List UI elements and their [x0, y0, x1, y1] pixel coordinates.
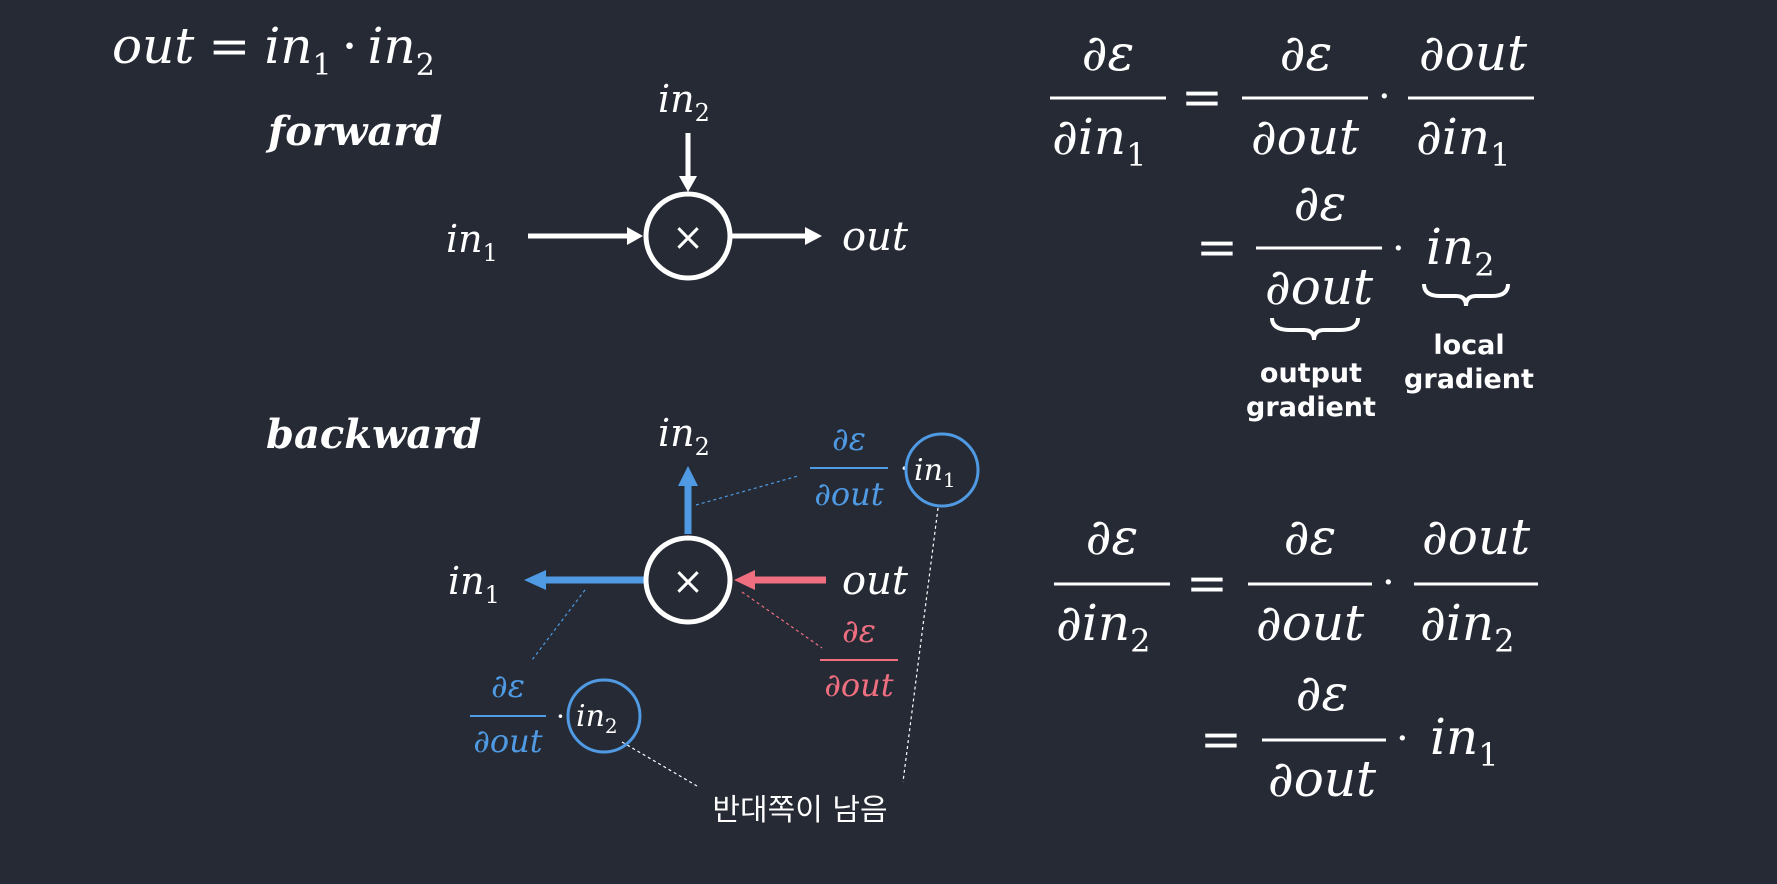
svg-text:∂out: ∂out [824, 666, 893, 704]
forward-title: forward [265, 108, 442, 155]
svg-text:·: · [900, 452, 909, 485]
dash-line-left-grad [531, 589, 586, 661]
backward-arrow-out-head [734, 570, 755, 590]
dash-line-note-right [902, 507, 939, 783]
forward-multiply-symbol: × [672, 215, 704, 259]
svg-text:∂in1: ∂in1 [1416, 108, 1510, 174]
svg-text:∂out: ∂out [1422, 508, 1531, 566]
svg-text:∂ε: ∂ε [842, 612, 876, 650]
grad-label-out: ∂ε ∂out [820, 612, 898, 704]
forward-input-in1-label: in1 [446, 217, 498, 267]
backward-multiply-symbol: × [672, 559, 704, 603]
svg-text:·: · [1392, 226, 1405, 272]
backward-input-in1-label: in1 [448, 559, 500, 609]
svg-text:∂ε: ∂ε [1294, 174, 1347, 232]
svg-text:∂in1: ∂in1 [1052, 108, 1146, 174]
svg-text:·: · [1378, 74, 1391, 120]
brace-local-gradient [1422, 283, 1510, 307]
backward-graph: in2 in1 × out ∂ε ∂out · in1 ∂ε [448, 411, 980, 828]
svg-text:out=in1·in2: out = in1 · in2 [112, 17, 435, 83]
brace-output-gradient [1270, 317, 1360, 341]
dash-line-note-left [621, 741, 698, 787]
svg-text:∂ε: ∂ε [1280, 24, 1333, 82]
label-local-gradient: gradient [1404, 364, 1534, 395]
backward-arrow-in2-head [678, 466, 698, 486]
svg-text:in2: in2 [1426, 218, 1495, 284]
svg-text:∂in2: ∂in2 [1056, 594, 1150, 660]
forward-input-in2-label: in2 [658, 77, 710, 127]
label-output-gradient: gradient [1246, 392, 1376, 423]
svg-text:∂out: ∂out [1419, 24, 1528, 82]
svg-text:∂ε: ∂ε [1086, 508, 1139, 566]
grad-label-left: ∂ε ∂out · in2 [470, 667, 642, 760]
grad-label-top: ∂ε ∂out · in1 [810, 420, 980, 513]
svg-text:∂out: ∂out [1256, 594, 1365, 652]
svg-text:∂ε: ∂ε [491, 667, 525, 705]
svg-text:=: = [1181, 68, 1223, 126]
svg-text:·: · [556, 700, 565, 733]
svg-text:∂out: ∂out [1268, 750, 1377, 808]
backward-input-in2-label: in2 [658, 411, 710, 461]
dash-line-out-grad [741, 591, 823, 649]
forward-multiply-node [643, 191, 733, 281]
svg-text:in2: in2 [576, 699, 618, 738]
backward-title: backward [266, 411, 481, 458]
svg-text:∂out: ∂out [1251, 108, 1360, 166]
svg-text:=: = [1200, 710, 1242, 768]
forward-output-label: out [842, 214, 909, 260]
svg-text:∂in2: ∂in2 [1420, 594, 1514, 660]
svg-text:∂ε: ∂ε [1284, 508, 1337, 566]
svg-text:∂out: ∂out [1265, 258, 1374, 316]
svg-text:=: = [1196, 218, 1238, 276]
equation-dE-din2: ∂ε ∂in2 = ∂ε ∂out · ∂out ∂in2 = ∂ε ∂out … [1054, 508, 1538, 808]
svg-text:∂ε: ∂ε [1296, 664, 1349, 722]
svg-text:·: · [1396, 716, 1409, 762]
forward-equation: out = in1 · in2 [112, 17, 435, 83]
circle-in2-highlight [566, 678, 642, 754]
forward-arrow-out-head [805, 227, 822, 245]
svg-text:·: · [1382, 560, 1395, 606]
forward-arrow-in1-head [627, 227, 643, 245]
backward-multiply-node [643, 535, 733, 625]
backward-output-label: out [842, 558, 909, 604]
forward-arrow-in2-head [679, 176, 697, 192]
svg-text:in1: in1 [914, 453, 956, 492]
svg-text:∂ε: ∂ε [1082, 24, 1135, 82]
label-local: local [1433, 330, 1504, 361]
svg-text:∂ε: ∂ε [832, 420, 866, 458]
svg-text:=: = [1186, 554, 1228, 612]
label-output: output [1260, 358, 1362, 389]
circle-in1-highlight [904, 432, 980, 508]
dash-line-top-grad [695, 475, 799, 506]
forward-graph: in2 in1 × out [446, 77, 909, 281]
note-opposite-remains: 반대쪽이 남음 [712, 793, 887, 828]
equation-dE-din1: ∂ε ∂in1 = ∂ε ∂out · ∂out ∂in1 = ∂ε ∂out … [1050, 24, 1534, 423]
svg-text:in1: in1 [1430, 708, 1499, 774]
svg-text:∂out: ∂out [814, 475, 883, 513]
svg-text:∂out: ∂out [473, 722, 542, 760]
backward-arrow-in1-head [524, 570, 546, 590]
